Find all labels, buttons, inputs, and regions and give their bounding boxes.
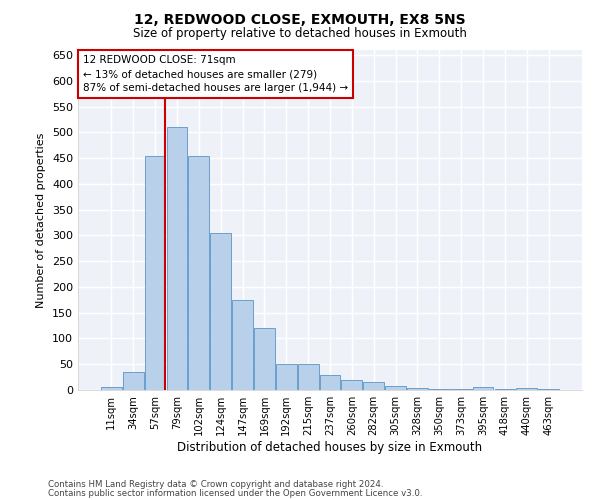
Bar [385,386,406,390]
Text: 12, REDWOOD CLOSE, EXMOUTH, EX8 5NS: 12, REDWOOD CLOSE, EXMOUTH, EX8 5NS [134,12,466,26]
Bar [210,233,231,390]
Bar [341,380,362,390]
Bar [451,389,472,390]
Bar [167,128,187,390]
X-axis label: Distribution of detached houses by size in Exmouth: Distribution of detached houses by size … [178,441,482,454]
Text: 12 REDWOOD CLOSE: 71sqm
← 13% of detached houses are smaller (279)
87% of semi-d: 12 REDWOOD CLOSE: 71sqm ← 13% of detache… [83,55,348,93]
Bar [364,382,384,390]
Bar [494,389,515,390]
Bar [517,388,537,390]
Bar [145,156,166,390]
Bar [298,364,319,390]
Bar [407,388,428,390]
Bar [232,300,253,390]
Text: Contains public sector information licensed under the Open Government Licence v3: Contains public sector information licen… [48,488,422,498]
Bar [429,389,450,390]
Bar [188,156,209,390]
Bar [101,388,122,390]
Text: Contains HM Land Registry data © Crown copyright and database right 2024.: Contains HM Land Registry data © Crown c… [48,480,383,489]
Bar [538,389,559,390]
Bar [320,374,340,390]
Y-axis label: Number of detached properties: Number of detached properties [37,132,46,308]
Bar [473,388,493,390]
Bar [123,372,143,390]
Bar [254,328,275,390]
Bar [276,364,296,390]
Text: Size of property relative to detached houses in Exmouth: Size of property relative to detached ho… [133,28,467,40]
